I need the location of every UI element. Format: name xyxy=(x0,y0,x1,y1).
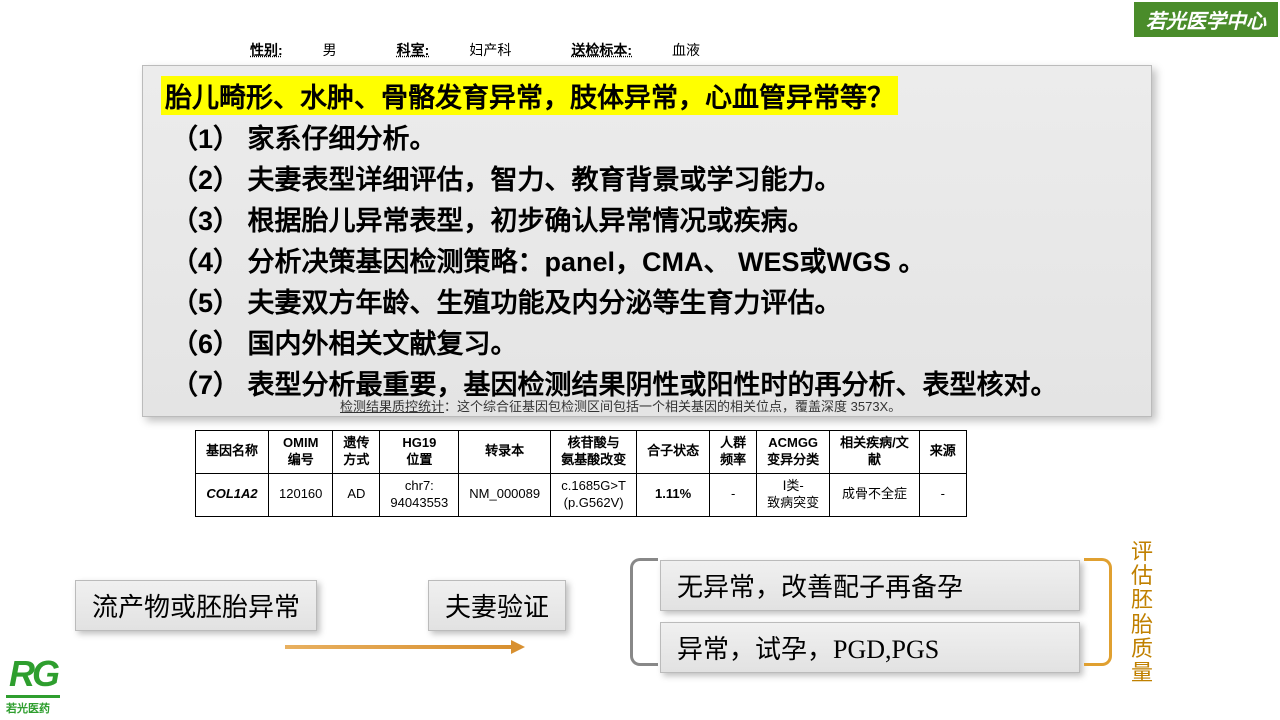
patient-info-row: 性别: 男 科室: 妇产科 送检标本: 血液 xyxy=(250,40,700,60)
col-change: 核苷酸与氨基酸改变 xyxy=(551,431,637,474)
qc-text: ：这个综合征基因包检测区间包括一个相关基因的相关位点，覆盖深度 3573X。 xyxy=(444,399,901,414)
table-header-row: 基因名称 OMIM编号 遗传方式 HG19位置 转录本 核苷酸与氨基酸改变 合子… xyxy=(196,431,967,474)
sex-label: 性别: xyxy=(250,40,283,60)
col-omim: OMIM编号 xyxy=(269,431,333,474)
cell-source: - xyxy=(919,473,966,516)
col-disease: 相关疾病/文献 xyxy=(830,431,920,474)
sample-label: 送检标本: xyxy=(571,40,632,60)
company-logo: RG 若光医药 xyxy=(6,653,60,716)
table-row: COL1A2 120160 AD chr7:94043553 NM_000089… xyxy=(196,473,967,516)
guidance-item: （2） 夫妻表型详细评估，智力、教育背景或学习能力。 xyxy=(161,158,1133,197)
cell-gene: COL1A2 xyxy=(196,473,269,516)
flow-arrow-icon xyxy=(285,640,525,654)
cell-zygosity: 1.11% xyxy=(637,473,710,516)
col-popfreq: 人群频率 xyxy=(710,431,757,474)
cell-acmg: Ⅰ类-致病突变 xyxy=(757,473,830,516)
main-guidance-box: 胎儿畸形、水肿、骨骼发育异常，肢体异常，心血管异常等？ （1） 家系仔细分析。 … xyxy=(142,65,1152,417)
col-hg19: HG19位置 xyxy=(380,431,459,474)
guidance-item: （4） 分析决策基因检测策略：panel，CMA、 WES或WGS 。 xyxy=(161,240,1133,279)
sex-value: 男 xyxy=(323,40,337,60)
logo-subtitle: 若光医药 xyxy=(6,700,60,716)
sample-value: 血液 xyxy=(672,40,700,60)
flow-box-verify: 夫妻验证 xyxy=(428,580,566,631)
gene-result-table: 基因名称 OMIM编号 遗传方式 HG19位置 转录本 核苷酸与氨基酸改变 合子… xyxy=(195,430,967,517)
col-transcript: 转录本 xyxy=(459,431,551,474)
col-inherit: 遗传方式 xyxy=(333,431,380,474)
dept-value: 妇产科 xyxy=(469,40,511,60)
guidance-item: （6） 国内外相关文献复习。 xyxy=(161,322,1133,361)
guidance-item: （1） 家系仔细分析。 xyxy=(161,117,1133,156)
bracket-right-icon xyxy=(1084,558,1112,666)
main-title: 胎儿畸形、水肿、骨骼发育异常，肢体异常，心血管异常等？ xyxy=(161,76,898,115)
flow-box-abnormal: 流产物或胚胎异常 xyxy=(75,580,317,631)
cell-popfreq: - xyxy=(710,473,757,516)
org-banner: 若光医学中心 xyxy=(1134,2,1278,37)
qc-statistics: 检测结果质控统计：这个综合征基因包检测区间包括一个相关基因的相关位点，覆盖深度 … xyxy=(340,396,901,415)
cell-disease: 成骨不全症 xyxy=(830,473,920,516)
guidance-item: （3） 根据胎儿异常表型，初步确认异常情况或疾病。 xyxy=(161,199,1133,238)
vertical-label: 评估胚胎质量 xyxy=(1128,540,1156,685)
cell-hg19: chr7:94043553 xyxy=(380,473,459,516)
flow-box-normal: 无异常，改善配子再备孕 xyxy=(660,560,1080,611)
cell-omim: 120160 xyxy=(269,473,333,516)
cell-transcript: NM_000089 xyxy=(459,473,551,516)
col-gene: 基因名称 xyxy=(196,431,269,474)
dept-label: 科室: xyxy=(397,40,430,60)
qc-label: 检测结果质控统计 xyxy=(340,399,444,414)
cell-change: c.1685G>T(p.G562V) xyxy=(551,473,637,516)
col-source: 来源 xyxy=(919,431,966,474)
guidance-item: （5） 夫妻双方年龄、生殖功能及内分泌等生育力评估。 xyxy=(161,281,1133,320)
bracket-left-icon xyxy=(630,558,658,666)
flow-box-pgd: 异常，试孕，PGD,PGS xyxy=(660,622,1080,673)
logo-text: RG xyxy=(6,653,60,698)
col-zygosity: 合子状态 xyxy=(637,431,710,474)
col-acmg: ACMGG变异分类 xyxy=(757,431,830,474)
cell-inherit: AD xyxy=(333,473,380,516)
